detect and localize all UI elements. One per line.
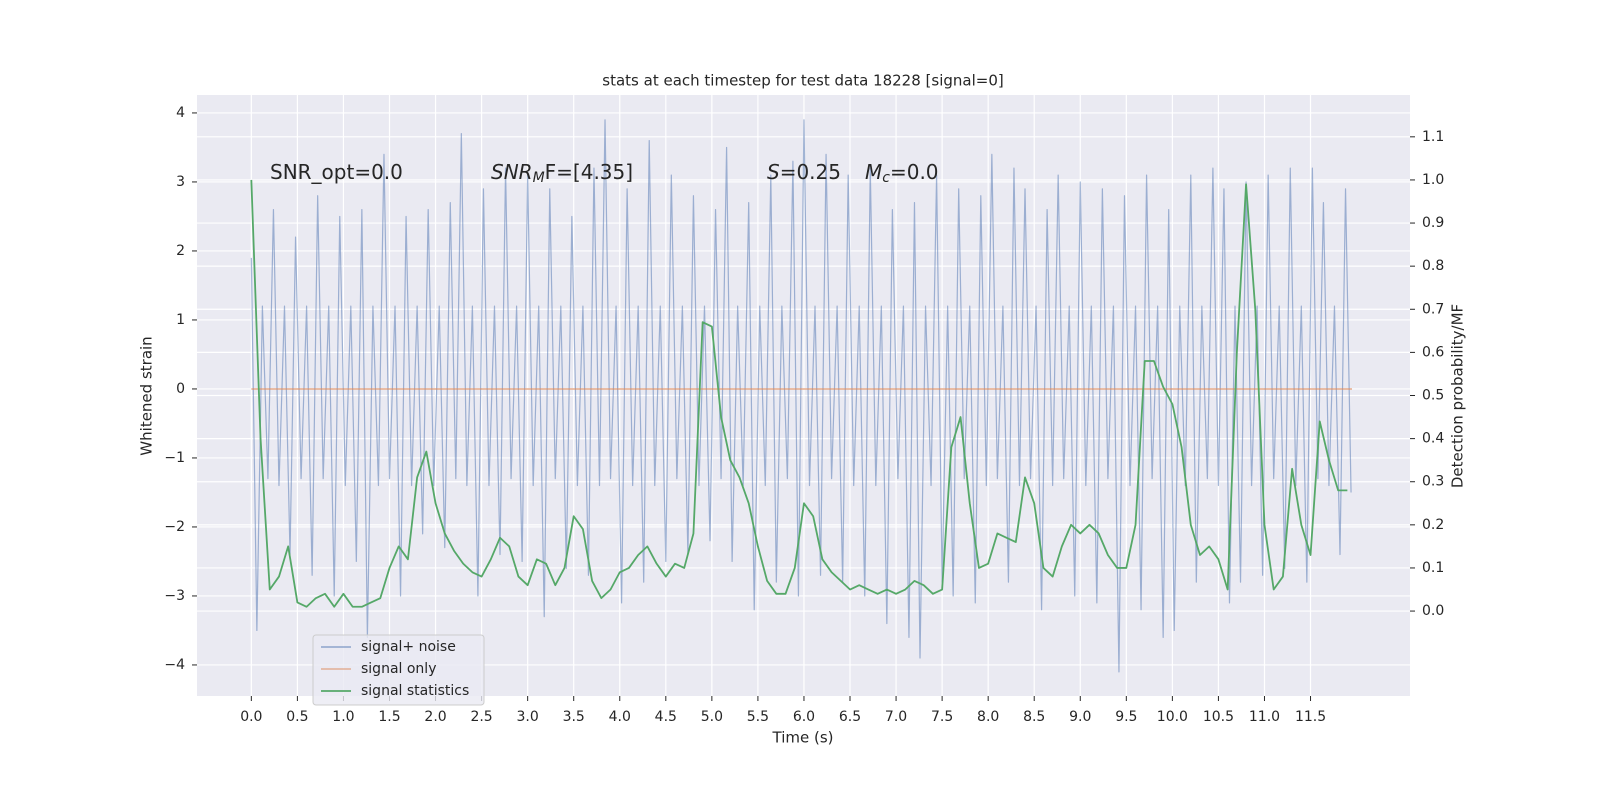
x-tick-label: 8.0	[977, 709, 999, 725]
y-tick-label: −2	[164, 519, 185, 535]
y2-tick-label: 0.2	[1422, 517, 1444, 533]
y-tick-label: 4	[176, 105, 185, 121]
y2-tick-label: 1.0	[1422, 172, 1444, 188]
chart-title: stats at each timestep for test data 182…	[602, 72, 1003, 90]
y2-tick-label: 0.5	[1422, 388, 1444, 404]
x-tick-label: 7.5	[931, 709, 953, 725]
y2-tick-label: 1.1	[1422, 129, 1444, 145]
x-tick-label: 4.5	[655, 709, 677, 725]
x-tick-label: 4.0	[609, 709, 631, 725]
y2-tick-label: 0.7	[1422, 301, 1444, 317]
x-tick-label: 10.5	[1203, 709, 1234, 725]
x-tick-label: 2.5	[470, 709, 492, 725]
annotation-part: c	[882, 170, 890, 186]
y2-tick-label: 0.8	[1422, 258, 1444, 274]
x-tick-label: 6.0	[793, 709, 815, 725]
y2-tick-label: 0.4	[1422, 431, 1444, 447]
annotation-part: =0.25	[780, 160, 841, 184]
x-tick-label: 3.0	[517, 709, 539, 725]
annotation-part: SNR	[491, 160, 533, 184]
y-tick-label: 0	[176, 381, 185, 397]
annotation: S=0.25 Mc=0.0	[767, 160, 939, 187]
annotation-part: M	[865, 160, 882, 184]
series-line	[250, 119, 1352, 673]
annotation: SNR_opt=0.0	[270, 160, 403, 184]
legend-label: signal only	[361, 661, 436, 677]
y2-tick-label: 0.6	[1422, 344, 1444, 360]
x-tick-label: 8.5	[1023, 709, 1045, 725]
series-line	[250, 179, 1348, 608]
x-tick-label: 9.0	[1069, 709, 1091, 725]
legend-box	[312, 634, 485, 706]
annotation-part: S	[767, 160, 780, 184]
x-axis-label: Time (s)	[772, 729, 834, 747]
y-axis-label: Whitened strain	[138, 336, 156, 455]
x-tick-label: 11.5	[1295, 709, 1326, 725]
x-tick-label: 5.5	[747, 709, 769, 725]
y2-tick-label: 0.3	[1422, 474, 1444, 490]
annotation: SNRMF=[4.35]	[491, 160, 633, 187]
y-tick-label: 1	[176, 312, 185, 328]
y2-tick-label: 0.1	[1422, 560, 1444, 576]
y2-tick-label: 0.9	[1422, 215, 1444, 231]
x-tick-label: 3.5	[563, 709, 585, 725]
y-tick-label: −4	[164, 657, 185, 673]
legend-label: signal+ noise	[361, 639, 456, 655]
x-tick-label: 1.5	[378, 709, 400, 725]
y-tick-label: −1	[164, 450, 185, 466]
x-tick-label: 0.5	[286, 709, 308, 725]
y-tick-label: −3	[164, 588, 185, 604]
annotation-part: F=[4.35]	[545, 160, 633, 184]
y-tick-label: 2	[176, 243, 185, 259]
x-tick-label: 2.0	[424, 709, 446, 725]
x-tick-label: 7.0	[885, 709, 907, 725]
legend-label: signal statistics	[361, 683, 469, 699]
x-tick-label: 5.0	[701, 709, 723, 725]
x-tick-label: 1.0	[332, 709, 354, 725]
annotation-part: SNR_opt=0.0	[270, 160, 403, 184]
y2-axis-label: Detection probability/MF	[1449, 304, 1467, 488]
x-tick-label: 11.0	[1249, 709, 1280, 725]
y2-tick-label: 0.0	[1422, 603, 1444, 619]
y-tick-label: 3	[176, 174, 185, 190]
x-tick-label: 6.5	[839, 709, 861, 725]
annotation-part: M	[533, 170, 545, 186]
x-tick-label: 9.5	[1115, 709, 1137, 725]
x-tick-label: 0.0	[240, 709, 262, 725]
x-tick-label: 10.0	[1157, 709, 1188, 725]
annotation-part: =0.0	[890, 160, 939, 184]
